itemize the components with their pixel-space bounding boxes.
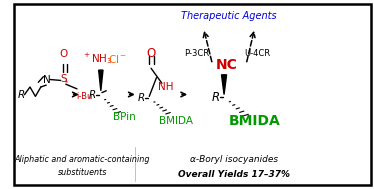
Text: $^+$NH$_3$: $^+$NH$_3$ bbox=[82, 51, 113, 66]
Text: P-3CR: P-3CR bbox=[184, 49, 209, 58]
Text: O: O bbox=[59, 49, 67, 59]
Text: R: R bbox=[17, 90, 25, 99]
Text: N: N bbox=[43, 75, 51, 85]
Text: i-Bu: i-Bu bbox=[77, 92, 93, 101]
Text: substituents: substituents bbox=[58, 168, 107, 177]
Text: BPin: BPin bbox=[113, 112, 136, 122]
Text: Cl$^-$: Cl$^-$ bbox=[108, 53, 127, 65]
Text: Overall Yields 17–37%: Overall Yields 17–37% bbox=[178, 170, 290, 179]
Text: R: R bbox=[212, 91, 220, 104]
Text: *: * bbox=[64, 79, 68, 85]
Text: BMIDA: BMIDA bbox=[229, 114, 280, 128]
Text: O: O bbox=[147, 47, 156, 60]
Polygon shape bbox=[221, 75, 227, 94]
Text: α-Boryl isocyanides: α-Boryl isocyanides bbox=[190, 155, 278, 164]
Text: NC: NC bbox=[215, 58, 237, 72]
Text: S: S bbox=[60, 74, 67, 84]
Text: R: R bbox=[137, 93, 145, 103]
Text: Therapeutic Agents: Therapeutic Agents bbox=[181, 11, 276, 21]
Polygon shape bbox=[99, 70, 103, 91]
Text: NH: NH bbox=[158, 82, 173, 92]
Text: BMIDA: BMIDA bbox=[159, 116, 193, 126]
Text: U-4CR: U-4CR bbox=[245, 49, 271, 58]
Text: Aliphatic and aromatic-containing: Aliphatic and aromatic-containing bbox=[15, 155, 150, 164]
Text: R: R bbox=[89, 90, 96, 99]
